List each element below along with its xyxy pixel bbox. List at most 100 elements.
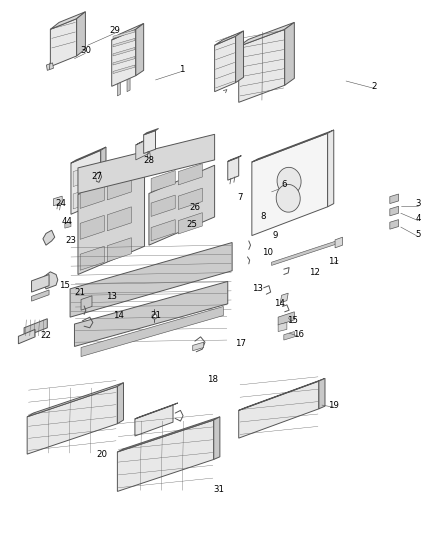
Polygon shape [101, 147, 106, 201]
Text: 29: 29 [110, 27, 120, 35]
Polygon shape [117, 420, 214, 491]
Polygon shape [193, 342, 204, 351]
Polygon shape [43, 272, 58, 289]
Polygon shape [178, 213, 202, 234]
Polygon shape [65, 222, 71, 228]
Text: 4: 4 [416, 214, 421, 223]
Polygon shape [112, 23, 144, 40]
Polygon shape [127, 78, 130, 92]
Polygon shape [239, 22, 294, 46]
Polygon shape [390, 220, 399, 229]
Polygon shape [252, 133, 328, 236]
Polygon shape [178, 188, 202, 209]
Text: 31: 31 [213, 485, 225, 494]
Text: 2: 2 [372, 82, 377, 91]
Text: 21: 21 [150, 311, 161, 320]
Text: 23: 23 [65, 237, 77, 245]
Polygon shape [136, 139, 149, 160]
Polygon shape [71, 147, 106, 163]
Text: 21: 21 [74, 288, 85, 296]
Polygon shape [80, 246, 104, 270]
Polygon shape [390, 206, 399, 216]
Polygon shape [328, 130, 334, 207]
Text: 13: 13 [106, 293, 117, 301]
Polygon shape [149, 165, 215, 245]
Polygon shape [81, 306, 223, 357]
Polygon shape [272, 241, 336, 265]
Polygon shape [136, 136, 152, 145]
Polygon shape [43, 230, 55, 245]
Polygon shape [113, 30, 135, 38]
Polygon shape [81, 296, 92, 310]
Text: 16: 16 [293, 330, 304, 338]
Text: 28: 28 [143, 157, 155, 165]
Polygon shape [78, 166, 145, 274]
Polygon shape [236, 31, 244, 83]
Polygon shape [135, 405, 173, 436]
Polygon shape [278, 322, 287, 332]
Text: 10: 10 [261, 248, 273, 256]
Polygon shape [214, 417, 220, 459]
Polygon shape [113, 65, 135, 74]
Polygon shape [239, 381, 319, 438]
Polygon shape [285, 22, 294, 85]
Polygon shape [228, 156, 241, 161]
Polygon shape [80, 215, 104, 239]
Polygon shape [215, 36, 236, 92]
Text: 14: 14 [113, 311, 124, 320]
Polygon shape [136, 23, 144, 76]
Polygon shape [85, 164, 95, 182]
Text: 15: 15 [59, 281, 71, 289]
Polygon shape [53, 196, 62, 206]
Polygon shape [107, 238, 131, 262]
Polygon shape [335, 237, 343, 248]
Polygon shape [135, 403, 178, 419]
Ellipse shape [276, 184, 300, 212]
Text: 27: 27 [91, 173, 102, 181]
Text: 9: 9 [272, 231, 278, 240]
Polygon shape [85, 187, 95, 205]
Polygon shape [32, 274, 49, 292]
Polygon shape [112, 29, 136, 86]
Polygon shape [27, 386, 117, 454]
Polygon shape [24, 319, 47, 337]
Polygon shape [319, 378, 325, 409]
Text: 8: 8 [260, 213, 265, 221]
Polygon shape [178, 164, 202, 185]
Text: 3: 3 [416, 199, 421, 208]
Polygon shape [390, 194, 399, 204]
Text: 7: 7 [237, 193, 243, 201]
Polygon shape [70, 243, 232, 317]
Polygon shape [117, 417, 220, 452]
Polygon shape [73, 191, 83, 209]
Text: 13: 13 [252, 285, 263, 293]
Polygon shape [228, 157, 239, 180]
Polygon shape [74, 281, 228, 346]
Polygon shape [280, 293, 288, 303]
Text: 20: 20 [96, 450, 107, 458]
Polygon shape [151, 195, 175, 216]
Polygon shape [113, 47, 135, 56]
Polygon shape [239, 29, 285, 102]
Text: 6: 6 [281, 181, 286, 189]
Text: 15: 15 [287, 317, 298, 325]
Ellipse shape [277, 167, 301, 195]
Polygon shape [32, 290, 49, 301]
Polygon shape [117, 83, 120, 96]
Polygon shape [71, 150, 101, 214]
Text: 14: 14 [274, 300, 285, 308]
Text: 30: 30 [80, 46, 91, 55]
Polygon shape [151, 171, 175, 192]
Polygon shape [117, 383, 124, 424]
Polygon shape [80, 184, 104, 208]
Text: 19: 19 [328, 401, 339, 409]
Polygon shape [107, 176, 131, 200]
Polygon shape [46, 63, 53, 70]
Polygon shape [113, 38, 135, 47]
Polygon shape [144, 128, 159, 135]
Polygon shape [27, 383, 124, 417]
Text: 44: 44 [61, 217, 72, 225]
Text: 17: 17 [234, 340, 246, 348]
Text: 18: 18 [207, 375, 218, 384]
Polygon shape [284, 332, 294, 340]
